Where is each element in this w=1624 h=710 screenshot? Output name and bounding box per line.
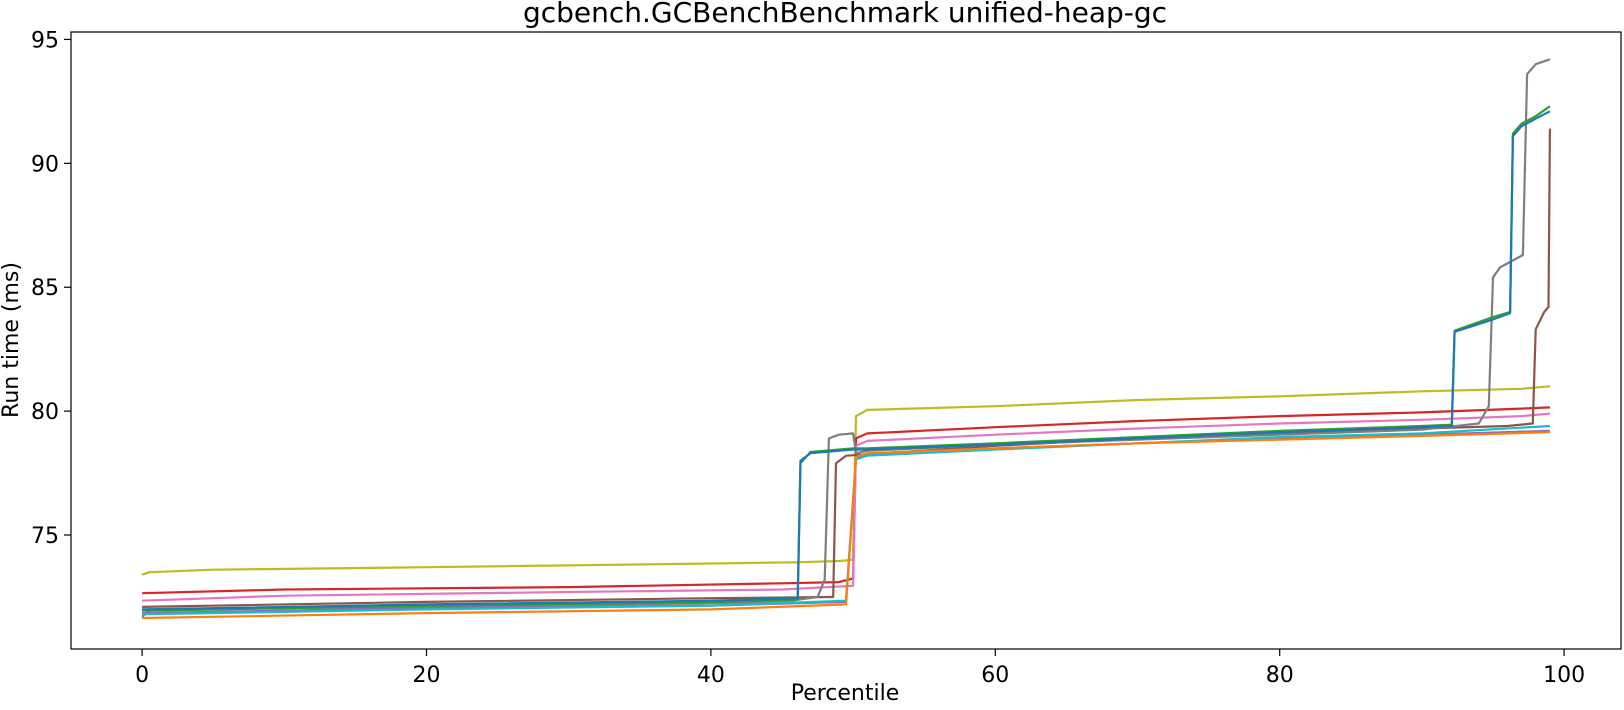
plot-frame (70, 31, 1622, 650)
y-tick-label: 85 (31, 276, 59, 301)
x-tick-label: 60 (981, 663, 1009, 688)
series-line-2 (142, 406, 1550, 595)
y-axis-label: Run time (ms) (0, 262, 24, 418)
x-tick-label: 0 (135, 663, 149, 688)
series-line-8 (142, 431, 1550, 620)
x-tick-label: 20 (413, 663, 441, 688)
series-line-3 (142, 412, 1550, 602)
x-axis-label: Percentile (791, 681, 900, 706)
series-layer (141, 58, 1551, 620)
series-line-4 (142, 128, 1551, 608)
x-tick-label: 100 (1543, 663, 1585, 688)
series-line-10 (142, 110, 1551, 611)
y-tick-label: 75 (31, 524, 59, 549)
y-tick-label: 90 (31, 152, 59, 177)
y-tick-label: 95 (31, 28, 59, 53)
y-tick-label: 80 (31, 400, 59, 425)
series-line-5 (141, 58, 1551, 618)
x-tick-label: 80 (1266, 663, 1294, 688)
x-axis: 0 20 40 60 80 100 (135, 649, 1585, 688)
x-tick-label: 40 (697, 663, 725, 688)
chart-title: gcbench.GCBenchBenchmark unified-heap-gc (523, 0, 1167, 29)
series-line-9 (142, 105, 1551, 612)
series-line-7 (142, 424, 1550, 616)
y-axis: 75 80 85 90 95 (31, 28, 71, 549)
